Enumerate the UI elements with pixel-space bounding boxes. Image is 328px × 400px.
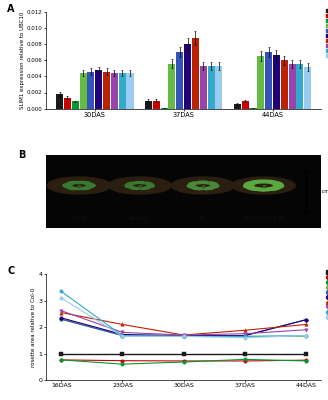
Bar <box>242 101 249 109</box>
Bar <box>297 64 303 109</box>
Bar <box>257 56 264 109</box>
Ellipse shape <box>63 182 75 186</box>
Ellipse shape <box>251 188 277 190</box>
Bar <box>234 104 241 109</box>
Bar <box>192 38 199 109</box>
Bar <box>176 52 183 109</box>
Circle shape <box>108 177 171 194</box>
Bar <box>289 64 296 109</box>
Ellipse shape <box>262 186 283 191</box>
Ellipse shape <box>189 181 208 184</box>
Ellipse shape <box>256 180 281 184</box>
Bar <box>200 66 207 109</box>
Circle shape <box>232 177 295 194</box>
Bar <box>87 72 94 109</box>
Ellipse shape <box>146 182 154 187</box>
Text: EV: EV <box>200 216 206 221</box>
Bar <box>281 60 288 109</box>
Ellipse shape <box>83 184 95 190</box>
Bar <box>304 67 311 109</box>
Circle shape <box>171 177 235 194</box>
Bar <box>265 52 272 109</box>
Bar <box>103 72 110 109</box>
Ellipse shape <box>187 185 201 190</box>
Y-axis label: rosette area relative to Col-0: rosette area relative to Col-0 <box>31 288 36 367</box>
Ellipse shape <box>243 180 259 187</box>
Text: 35S::SLIM1 #26: 35S::SLIM1 #26 <box>244 216 284 221</box>
Y-axis label: SLIM1 expression relative to UBC10: SLIM1 expression relative to UBC10 <box>20 12 25 109</box>
Bar <box>119 73 126 109</box>
Bar <box>153 100 160 109</box>
Ellipse shape <box>244 186 265 191</box>
Bar <box>169 64 175 109</box>
Text: 6 cm: 6 cm <box>317 189 328 194</box>
Legend: Col-0, EV, slim1-cr, 35S::SLIM1 #3, 35S::SLIM1 #16, 35S::SLIM1 #17, 35S::SLIM1 #: Col-0, EV, slim1-cr, 35S::SLIM1 #3, 35S:… <box>324 7 328 59</box>
Bar <box>208 66 215 109</box>
Ellipse shape <box>63 184 75 190</box>
Text: slim1-cr: slim1-cr <box>130 216 150 221</box>
Ellipse shape <box>69 182 89 184</box>
Ellipse shape <box>244 183 254 190</box>
Bar <box>145 100 152 109</box>
Text: B: B <box>18 150 26 160</box>
Bar <box>80 73 87 109</box>
Ellipse shape <box>193 188 213 190</box>
Bar <box>273 56 280 109</box>
Ellipse shape <box>273 183 283 190</box>
Ellipse shape <box>125 185 138 189</box>
Bar <box>111 73 118 109</box>
Ellipse shape <box>126 182 133 187</box>
Ellipse shape <box>69 188 89 190</box>
Ellipse shape <box>135 182 153 184</box>
Ellipse shape <box>141 185 154 189</box>
Ellipse shape <box>246 180 271 184</box>
Bar <box>95 70 102 109</box>
Text: C: C <box>7 266 15 276</box>
Ellipse shape <box>83 182 95 186</box>
Ellipse shape <box>205 185 219 190</box>
Ellipse shape <box>126 182 144 184</box>
Bar <box>56 94 63 109</box>
Ellipse shape <box>269 180 284 187</box>
Bar <box>127 73 133 109</box>
Text: Col-0: Col-0 <box>72 216 85 221</box>
Circle shape <box>47 177 111 194</box>
Ellipse shape <box>188 182 196 188</box>
Ellipse shape <box>210 182 218 188</box>
Bar <box>72 101 79 109</box>
Bar <box>64 98 71 109</box>
Ellipse shape <box>130 188 149 189</box>
Bar <box>184 44 191 109</box>
Ellipse shape <box>198 181 217 184</box>
Bar <box>215 66 222 109</box>
Legend: Col-0, EV, slim1-cr, 35S::SLIM1 #3, 35S::SLIM1 #16, 35S::SLIM1 #17, 35S::SLIM1 #: Col-0, EV, slim1-cr, 35S::SLIM1 #3, 35S:… <box>324 269 328 321</box>
Text: A: A <box>7 4 15 14</box>
